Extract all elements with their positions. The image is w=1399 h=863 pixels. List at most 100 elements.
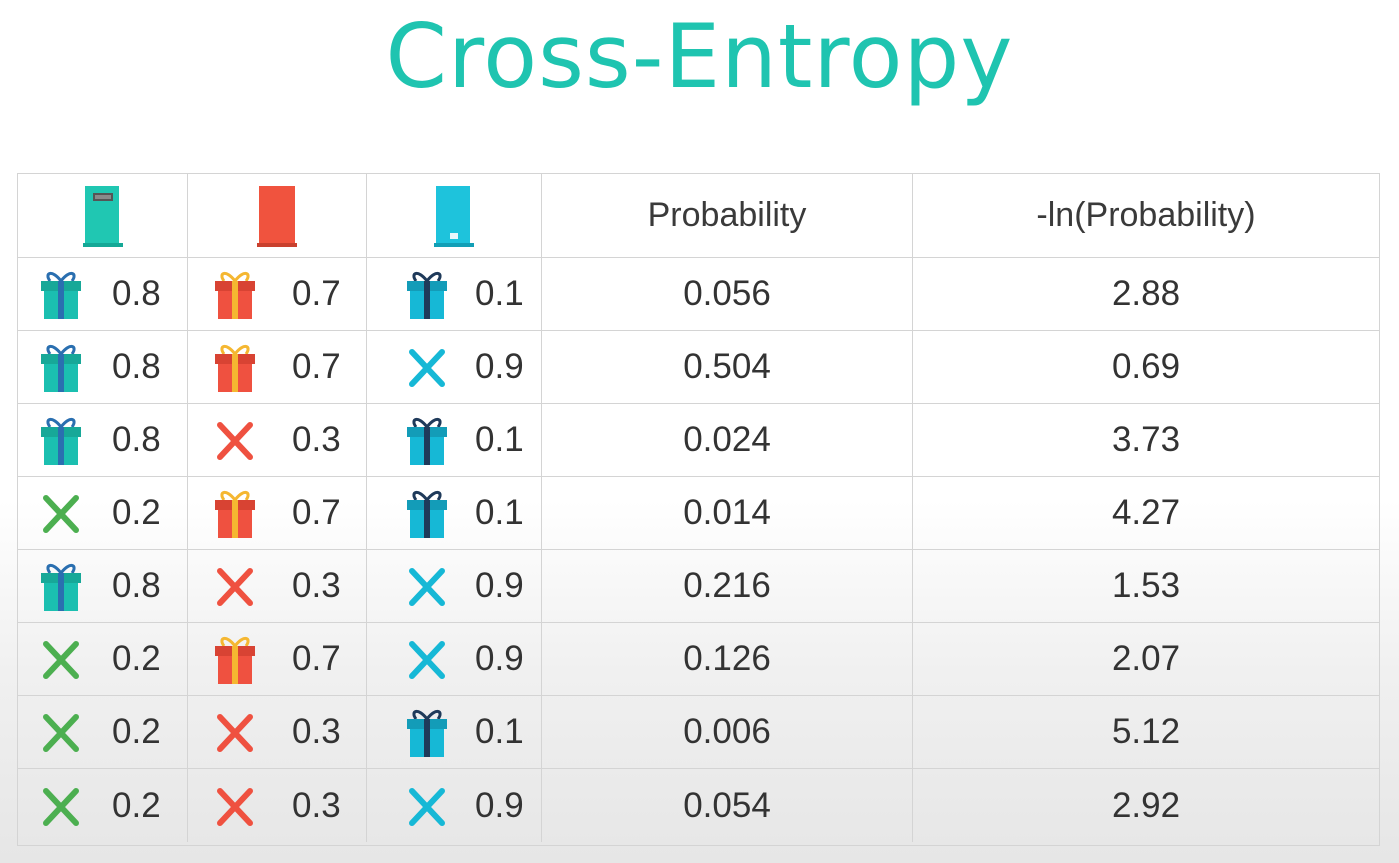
door-3-cell: 0.1: [367, 477, 542, 549]
neg-ln-cell: 1.53: [913, 550, 1379, 622]
door-3-cell: 0.1: [367, 258, 542, 330]
neg-ln-value: 0.69: [1111, 347, 1181, 386]
door-3-value: 0.9: [475, 566, 524, 605]
table-row: 0.8 0.3 0.1 0.024 3.73: [18, 404, 1379, 477]
cyan-x-icon: [404, 779, 450, 833]
cyan-gift-icon: [404, 486, 450, 540]
red-gift-icon: [212, 267, 258, 321]
probability-value: 0.504: [683, 347, 771, 386]
table-row: 0.2 0.7 0.1 0.014 4.27: [18, 477, 1379, 550]
header-probability-label: Probability: [647, 196, 807, 234]
door-2-cell: 0.3: [188, 404, 367, 476]
probability-value: 0.014: [683, 493, 771, 532]
door-2-value: 0.7: [292, 347, 341, 386]
neg-ln-value: 2.92: [1111, 785, 1181, 825]
door-2-value: 0.7: [292, 639, 341, 678]
cyan-gift-icon: [404, 705, 450, 759]
door-3-cell: 0.9: [367, 331, 542, 403]
cyan-gift-icon: [404, 413, 450, 467]
door-1-value: 0.2: [112, 785, 161, 825]
header-neg-ln: -ln(Probability): [913, 174, 1379, 257]
probability-cell: 0.054: [542, 769, 913, 842]
teal-x-icon: [38, 632, 84, 686]
neg-ln-value: 4.27: [1111, 493, 1181, 532]
door-1-value: 0.8: [112, 420, 161, 459]
probability-cell: 0.216: [542, 550, 913, 622]
red-x-icon: [212, 705, 258, 759]
neg-ln-value: 2.07: [1111, 639, 1181, 678]
door-1-cell: 0.2: [18, 696, 188, 768]
red-gift-icon: [212, 632, 258, 686]
probability-table: Probability -ln(Probability) 0.8 0.7 0.1 0.…: [17, 173, 1380, 846]
cyan-door-icon: [434, 185, 474, 247]
door-1-value: 0.2: [112, 639, 161, 678]
door-1-value: 0.2: [112, 712, 161, 751]
table-header-row: Probability -ln(Probability): [18, 174, 1379, 258]
header-door-3: [367, 174, 542, 257]
door-1-value: 0.8: [112, 274, 161, 313]
door-3-cell: 0.9: [367, 623, 542, 695]
teal-gift-icon: [38, 340, 84, 394]
table-row: 0.2 0.3 0.1 0.006 5.12: [18, 696, 1379, 769]
page-title: Cross-Entropy: [385, 5, 1014, 108]
probability-value: 0.024: [683, 420, 771, 459]
red-gift-icon: [212, 340, 258, 394]
table-row: 0.8 0.3 0.9 0.216 1.53: [18, 550, 1379, 623]
door-1-cell: 0.8: [18, 404, 188, 476]
neg-ln-cell: 2.07: [913, 623, 1379, 695]
door-3-value: 0.9: [475, 347, 524, 386]
door-3-value: 0.9: [475, 639, 524, 678]
probability-cell: 0.014: [542, 477, 913, 549]
door-2-value: 0.7: [292, 274, 341, 313]
probability-cell: 0.126: [542, 623, 913, 695]
neg-ln-cell: 3.73: [913, 404, 1379, 476]
door-3-value: 0.9: [475, 785, 524, 825]
cyan-gift-icon: [404, 267, 450, 321]
door-3-cell: 0.9: [367, 769, 542, 842]
door-2-cell: 0.7: [188, 623, 367, 695]
door-1-value: 0.2: [112, 493, 161, 532]
red-x-icon: [212, 413, 258, 467]
door-1-cell: 0.8: [18, 258, 188, 330]
door-3-value: 0.1: [475, 712, 524, 751]
door-2-cell: 0.3: [188, 696, 367, 768]
door-1-value: 0.8: [112, 347, 161, 386]
door-3-value: 0.1: [475, 420, 524, 459]
cyan-x-icon: [404, 559, 450, 613]
header-neg-ln-label: -ln(Probability): [1036, 196, 1256, 234]
red-x-icon: [212, 779, 258, 833]
red-x-icon: [212, 559, 258, 613]
door-2-cell: 0.3: [188, 550, 367, 622]
probability-cell: 0.056: [542, 258, 913, 330]
door-3-cell: 0.9: [367, 550, 542, 622]
teal-gift-icon: [38, 267, 84, 321]
teal-door-icon: [82, 185, 123, 247]
door-2-cell: 0.7: [188, 477, 367, 549]
probability-value: 0.126: [683, 639, 771, 678]
door-1-cell: 0.2: [18, 769, 188, 842]
door-2-cell: 0.7: [188, 331, 367, 403]
cyan-x-icon: [404, 340, 450, 394]
probability-value: 0.216: [683, 566, 771, 605]
neg-ln-value: 5.12: [1111, 712, 1181, 751]
red-door-icon: [257, 185, 297, 247]
table-row: 0.8 0.7 0.9 0.504 0.69: [18, 331, 1379, 404]
door-2-value: 0.3: [292, 420, 341, 459]
header-door-2: [188, 174, 367, 257]
table-row: 0.2 0.3 0.9 0.054 2.92: [18, 769, 1379, 842]
neg-ln-cell: 0.69: [913, 331, 1379, 403]
door-2-cell: 0.7: [188, 258, 367, 330]
door-3-value: 0.1: [475, 493, 524, 532]
door-2-value: 0.7: [292, 493, 341, 532]
teal-x-icon: [38, 779, 84, 833]
door-1-cell: 0.8: [18, 331, 188, 403]
door-1-cell: 0.2: [18, 477, 188, 549]
door-2-cell: 0.3: [188, 769, 367, 842]
table-row: 0.8 0.7 0.1 0.056 2.88: [18, 258, 1379, 331]
door-3-cell: 0.1: [367, 404, 542, 476]
door-2-value: 0.3: [292, 566, 341, 605]
cyan-x-icon: [404, 632, 450, 686]
probability-value: 0.006: [683, 712, 771, 751]
teal-x-icon: [38, 705, 84, 759]
door-1-cell: 0.8: [18, 550, 188, 622]
